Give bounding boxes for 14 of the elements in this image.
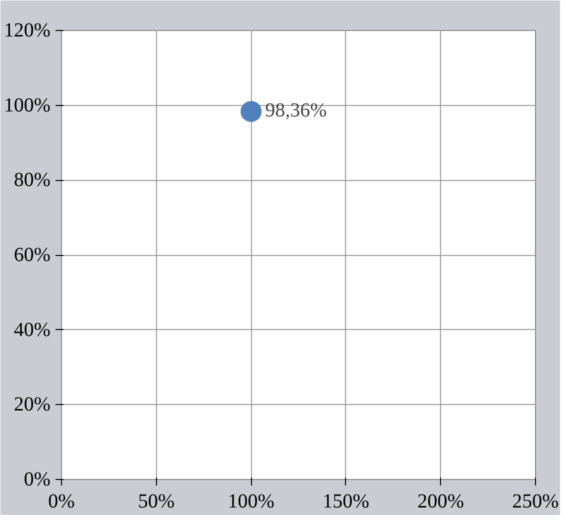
y-tick-label: 40%	[14, 318, 51, 341]
x-tick-label: 200%	[417, 490, 464, 512]
x-tick-label: 50%	[138, 490, 175, 512]
x-tick-label: 150%	[322, 490, 370, 512]
y-tick-label: 120%	[4, 20, 51, 42]
x-tick-label: 100%	[228, 490, 274, 512]
y-tick-label: 20%	[14, 394, 51, 416]
y-tick-label: 0%	[24, 468, 51, 490]
y-tick-label: 100%	[4, 94, 51, 116]
y-tick-label: 80%	[14, 169, 51, 192]
y-tick-label: 60%	[14, 244, 51, 266]
data-label: 98,36%	[265, 99, 327, 122]
x-tick-label: 0%	[48, 490, 75, 512]
x-tick-label: 250%	[512, 490, 559, 512]
